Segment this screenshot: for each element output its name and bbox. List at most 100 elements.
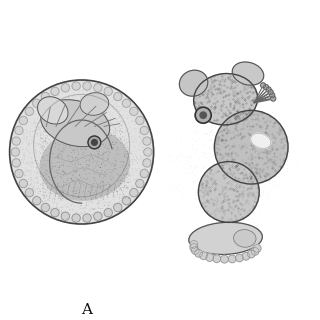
Point <box>23 147 28 152</box>
Point <box>199 234 204 239</box>
Point <box>106 184 111 189</box>
Point <box>140 180 145 186</box>
Point <box>114 180 119 185</box>
Point <box>36 127 41 132</box>
Point <box>84 119 89 124</box>
Point <box>83 172 88 177</box>
Point <box>56 217 61 222</box>
Point <box>82 119 87 124</box>
Point <box>142 157 147 162</box>
Point <box>207 198 212 203</box>
Point <box>58 107 63 112</box>
Point <box>224 159 229 164</box>
Point <box>86 188 91 194</box>
Point <box>122 122 127 127</box>
Point <box>80 127 85 132</box>
Point <box>115 170 120 175</box>
Point <box>52 158 58 164</box>
Point <box>122 152 127 157</box>
Point <box>120 163 125 168</box>
Point <box>26 183 31 188</box>
Point <box>66 157 71 163</box>
Point <box>41 173 46 178</box>
Point <box>46 203 51 208</box>
Point <box>107 183 112 188</box>
Point <box>78 203 84 208</box>
Point <box>148 155 153 160</box>
Point <box>258 231 263 236</box>
Point <box>93 95 99 100</box>
Point <box>27 140 32 145</box>
Point <box>203 177 208 182</box>
Point <box>252 149 257 154</box>
Point <box>84 202 89 207</box>
Point <box>10 135 15 140</box>
Point <box>116 166 121 172</box>
Point <box>131 194 136 199</box>
Point <box>85 196 90 201</box>
Point <box>74 165 79 171</box>
Point <box>110 88 115 93</box>
Point <box>76 144 81 149</box>
Point <box>115 107 120 112</box>
Point <box>244 204 249 209</box>
Point <box>130 140 135 145</box>
Point <box>110 106 116 111</box>
Point <box>267 193 272 198</box>
Point <box>119 123 124 128</box>
Point <box>108 176 113 181</box>
Point <box>252 93 258 98</box>
Point <box>115 154 120 159</box>
Point <box>89 173 94 179</box>
Point <box>90 172 95 178</box>
Point <box>273 119 278 124</box>
Point <box>32 128 37 133</box>
Point <box>49 157 54 162</box>
Point <box>282 102 287 107</box>
Point <box>126 151 132 156</box>
Point <box>49 153 54 158</box>
Point <box>60 114 65 119</box>
Point <box>62 170 68 175</box>
Point <box>70 137 76 142</box>
Point <box>291 203 296 208</box>
Point <box>117 173 122 178</box>
Point <box>196 229 201 234</box>
Point <box>80 175 85 180</box>
Point <box>63 146 68 151</box>
Point <box>175 122 180 127</box>
Point <box>122 154 127 159</box>
Point <box>252 157 257 162</box>
Point <box>24 111 29 116</box>
Point <box>52 193 58 198</box>
Point <box>101 161 107 166</box>
Point <box>77 212 83 217</box>
Point <box>216 77 221 82</box>
Point <box>103 102 108 107</box>
Point <box>164 180 169 186</box>
Point <box>60 182 66 187</box>
Point <box>44 133 49 138</box>
Point <box>54 164 59 169</box>
Point <box>38 128 43 133</box>
Point <box>113 211 118 216</box>
Point <box>124 136 129 141</box>
Point <box>126 121 131 126</box>
Point <box>105 93 110 98</box>
Point <box>75 81 80 86</box>
Point <box>80 206 85 211</box>
Point <box>15 151 20 156</box>
Point <box>73 189 78 194</box>
Point <box>122 179 127 184</box>
Point <box>200 198 205 204</box>
Point <box>95 159 100 164</box>
Point <box>68 109 73 114</box>
Point <box>284 154 289 159</box>
Point <box>71 97 76 102</box>
Point <box>269 166 274 171</box>
Point <box>63 202 68 207</box>
Point <box>95 196 100 201</box>
Point <box>170 111 175 116</box>
Point <box>181 196 186 201</box>
Point <box>166 186 172 191</box>
